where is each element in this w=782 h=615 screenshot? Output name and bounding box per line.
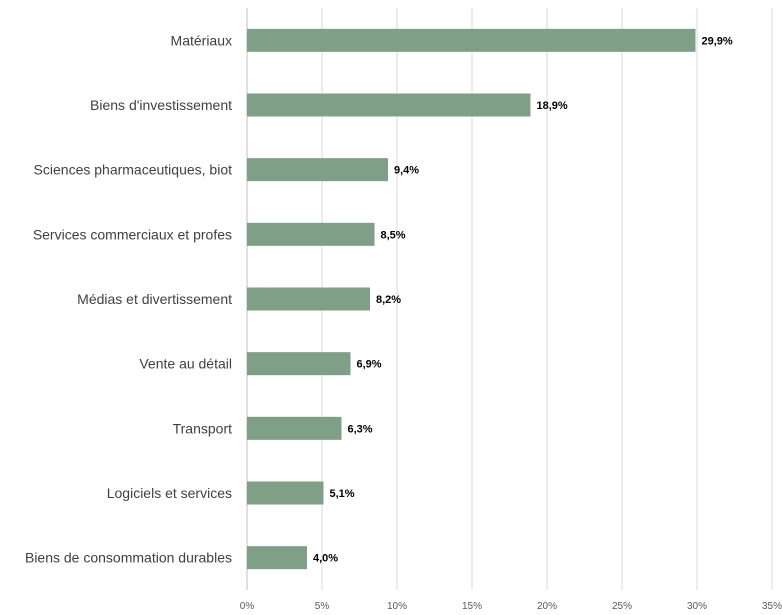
x-tick-label: 15%	[462, 601, 482, 612]
data-label: 4,0%	[313, 553, 338, 565]
bar	[247, 28, 696, 52]
data-label: 6,3%	[348, 423, 373, 435]
category-label: Services commerciaux et profes	[33, 226, 232, 242]
labels: 0% 5% 10% 15% 20% 25% 30% 35% Matériaux 29,9% Bien…	[25, 32, 782, 612]
x-tick-label: 20%	[537, 601, 557, 612]
bar	[247, 287, 370, 311]
category-label: Vente au détail	[139, 356, 232, 372]
category-label: Transport	[173, 420, 233, 436]
x-tick-label: 35%	[762, 601, 782, 612]
bar	[247, 222, 375, 246]
category-label: Matériaux	[171, 32, 232, 48]
bar	[247, 481, 324, 505]
data-label: 9,4%	[394, 165, 419, 177]
bar	[247, 158, 388, 182]
data-label: 8,5%	[381, 229, 406, 241]
x-tick-label: 30%	[687, 601, 707, 612]
data-label: 8,2%	[376, 294, 401, 306]
category-label: Biens de consommation durables	[25, 550, 232, 566]
bar	[247, 93, 531, 117]
category-label: Sciences pharmaceutiques, biot	[34, 162, 233, 178]
category-label: Biens d'investissement	[90, 97, 232, 113]
bar	[247, 352, 351, 376]
x-tick-label: 0%	[240, 601, 255, 612]
x-tick-label: 5%	[315, 601, 330, 612]
data-label: 5,1%	[330, 488, 355, 500]
category-label: Médias et divertissement	[77, 291, 232, 307]
category-label: Logiciels et services	[107, 485, 232, 501]
data-label: 29,9%	[702, 35, 733, 47]
x-tick-label: 10%	[387, 601, 407, 612]
data-label: 18,9%	[537, 100, 568, 112]
x-tick-label: 25%	[612, 601, 632, 612]
data-label: 6,9%	[357, 359, 382, 371]
bars	[247, 28, 696, 570]
bar	[247, 546, 307, 570]
bar	[247, 416, 342, 440]
